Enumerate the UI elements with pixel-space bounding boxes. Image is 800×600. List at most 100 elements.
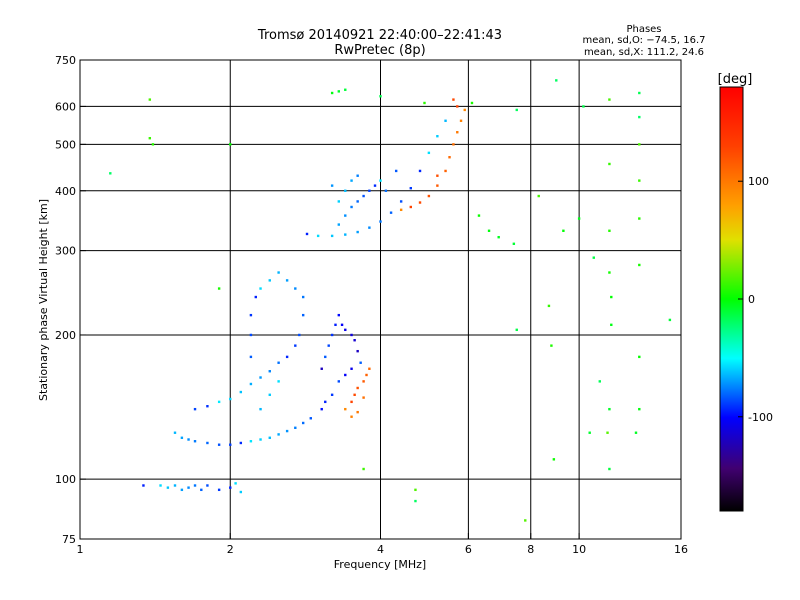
echo-point <box>418 169 422 173</box>
echo-point <box>206 441 209 445</box>
echo-point <box>249 382 253 386</box>
echo-point <box>298 333 301 337</box>
echo-point <box>344 407 347 411</box>
echo-point <box>294 344 297 347</box>
echo-point <box>562 229 565 232</box>
x-tick-label: 16 <box>674 543 688 556</box>
echo-point <box>515 108 518 112</box>
echo-point <box>638 217 641 220</box>
echo-point <box>344 328 347 332</box>
phases-title: Phases <box>626 24 661 35</box>
echo-point <box>368 226 371 229</box>
echo-point <box>249 333 253 337</box>
echo-point <box>418 201 422 204</box>
echo-point <box>427 194 431 198</box>
echo-point <box>327 344 330 347</box>
echo-point <box>550 344 553 347</box>
echo-point <box>344 88 347 91</box>
echo-point <box>444 119 447 122</box>
echo-point <box>344 189 347 192</box>
y-tick-label: 200 <box>55 329 76 342</box>
echo-point <box>359 361 362 364</box>
echo-point <box>459 119 463 122</box>
echo-point <box>384 189 388 192</box>
echo-point <box>638 407 641 411</box>
echo-point <box>524 519 527 522</box>
echo-point <box>350 179 353 182</box>
y-tick-label: 100 <box>55 473 76 486</box>
x-axis-label: Frequency [MHz] <box>334 558 426 571</box>
echo-point <box>142 484 145 487</box>
echo-point <box>344 233 347 236</box>
x-tick-label: 10 <box>572 543 586 556</box>
echo-point <box>151 143 155 146</box>
echo-point <box>353 339 356 342</box>
echo-point <box>634 431 638 434</box>
x-tick-label: 2 <box>227 543 234 556</box>
colorbar-label: [deg] <box>718 72 753 87</box>
echo-point <box>187 486 190 489</box>
echo-point <box>217 488 221 492</box>
echo-point <box>148 98 152 101</box>
echo-point <box>588 431 591 434</box>
echo-point <box>547 304 551 308</box>
echo-point <box>277 271 280 274</box>
echo-point <box>379 220 382 223</box>
echo-point <box>344 214 347 217</box>
echo-point <box>577 217 581 220</box>
echo-point <box>109 172 112 175</box>
echo-point <box>608 229 611 232</box>
y-tick-label: 500 <box>55 138 76 151</box>
echo-point <box>379 95 382 98</box>
echo-point <box>206 484 209 487</box>
echo-point <box>277 433 280 436</box>
echo-point <box>356 200 359 203</box>
echo-point <box>173 431 177 434</box>
echo-point <box>414 499 417 503</box>
echo-point <box>285 355 289 359</box>
echo-point <box>448 156 451 159</box>
echo-point <box>353 393 356 397</box>
echo-point <box>436 134 439 138</box>
echo-point <box>234 482 237 485</box>
echo-point <box>294 287 297 290</box>
echo-point <box>362 194 365 198</box>
echo-point <box>610 323 613 327</box>
echo-point <box>350 400 353 404</box>
echo-point <box>608 271 611 274</box>
echo-point <box>362 380 365 383</box>
echo-point <box>285 279 289 282</box>
echo-point <box>487 229 491 232</box>
echo-point <box>294 426 297 430</box>
echo-point <box>268 393 271 397</box>
echo-point <box>608 467 611 471</box>
x-tick-label: 1 <box>77 543 84 556</box>
echo-point <box>389 211 393 214</box>
echo-point <box>301 295 305 299</box>
echo-point <box>301 421 305 425</box>
echo-point <box>217 443 221 446</box>
y-tick-label: 300 <box>55 245 76 258</box>
echo-point <box>592 256 595 259</box>
echo-point <box>320 407 323 411</box>
echo-point <box>555 79 558 82</box>
echo-point <box>497 235 500 239</box>
echo-point <box>668 318 672 322</box>
echo-point <box>330 393 334 397</box>
echo-point <box>187 438 190 441</box>
echo-point <box>606 431 609 434</box>
echo-point <box>394 169 398 173</box>
echo-point <box>254 295 257 299</box>
echo-point <box>285 429 289 433</box>
echo-points <box>109 79 672 522</box>
echo-point <box>373 184 377 187</box>
echo-point <box>200 488 203 492</box>
echo-point <box>368 189 371 192</box>
echo-point <box>206 405 209 408</box>
echo-point <box>239 490 243 494</box>
echo-point <box>305 232 309 236</box>
echo-point <box>193 407 197 411</box>
echo-point <box>229 443 232 446</box>
echo-point <box>193 440 197 443</box>
